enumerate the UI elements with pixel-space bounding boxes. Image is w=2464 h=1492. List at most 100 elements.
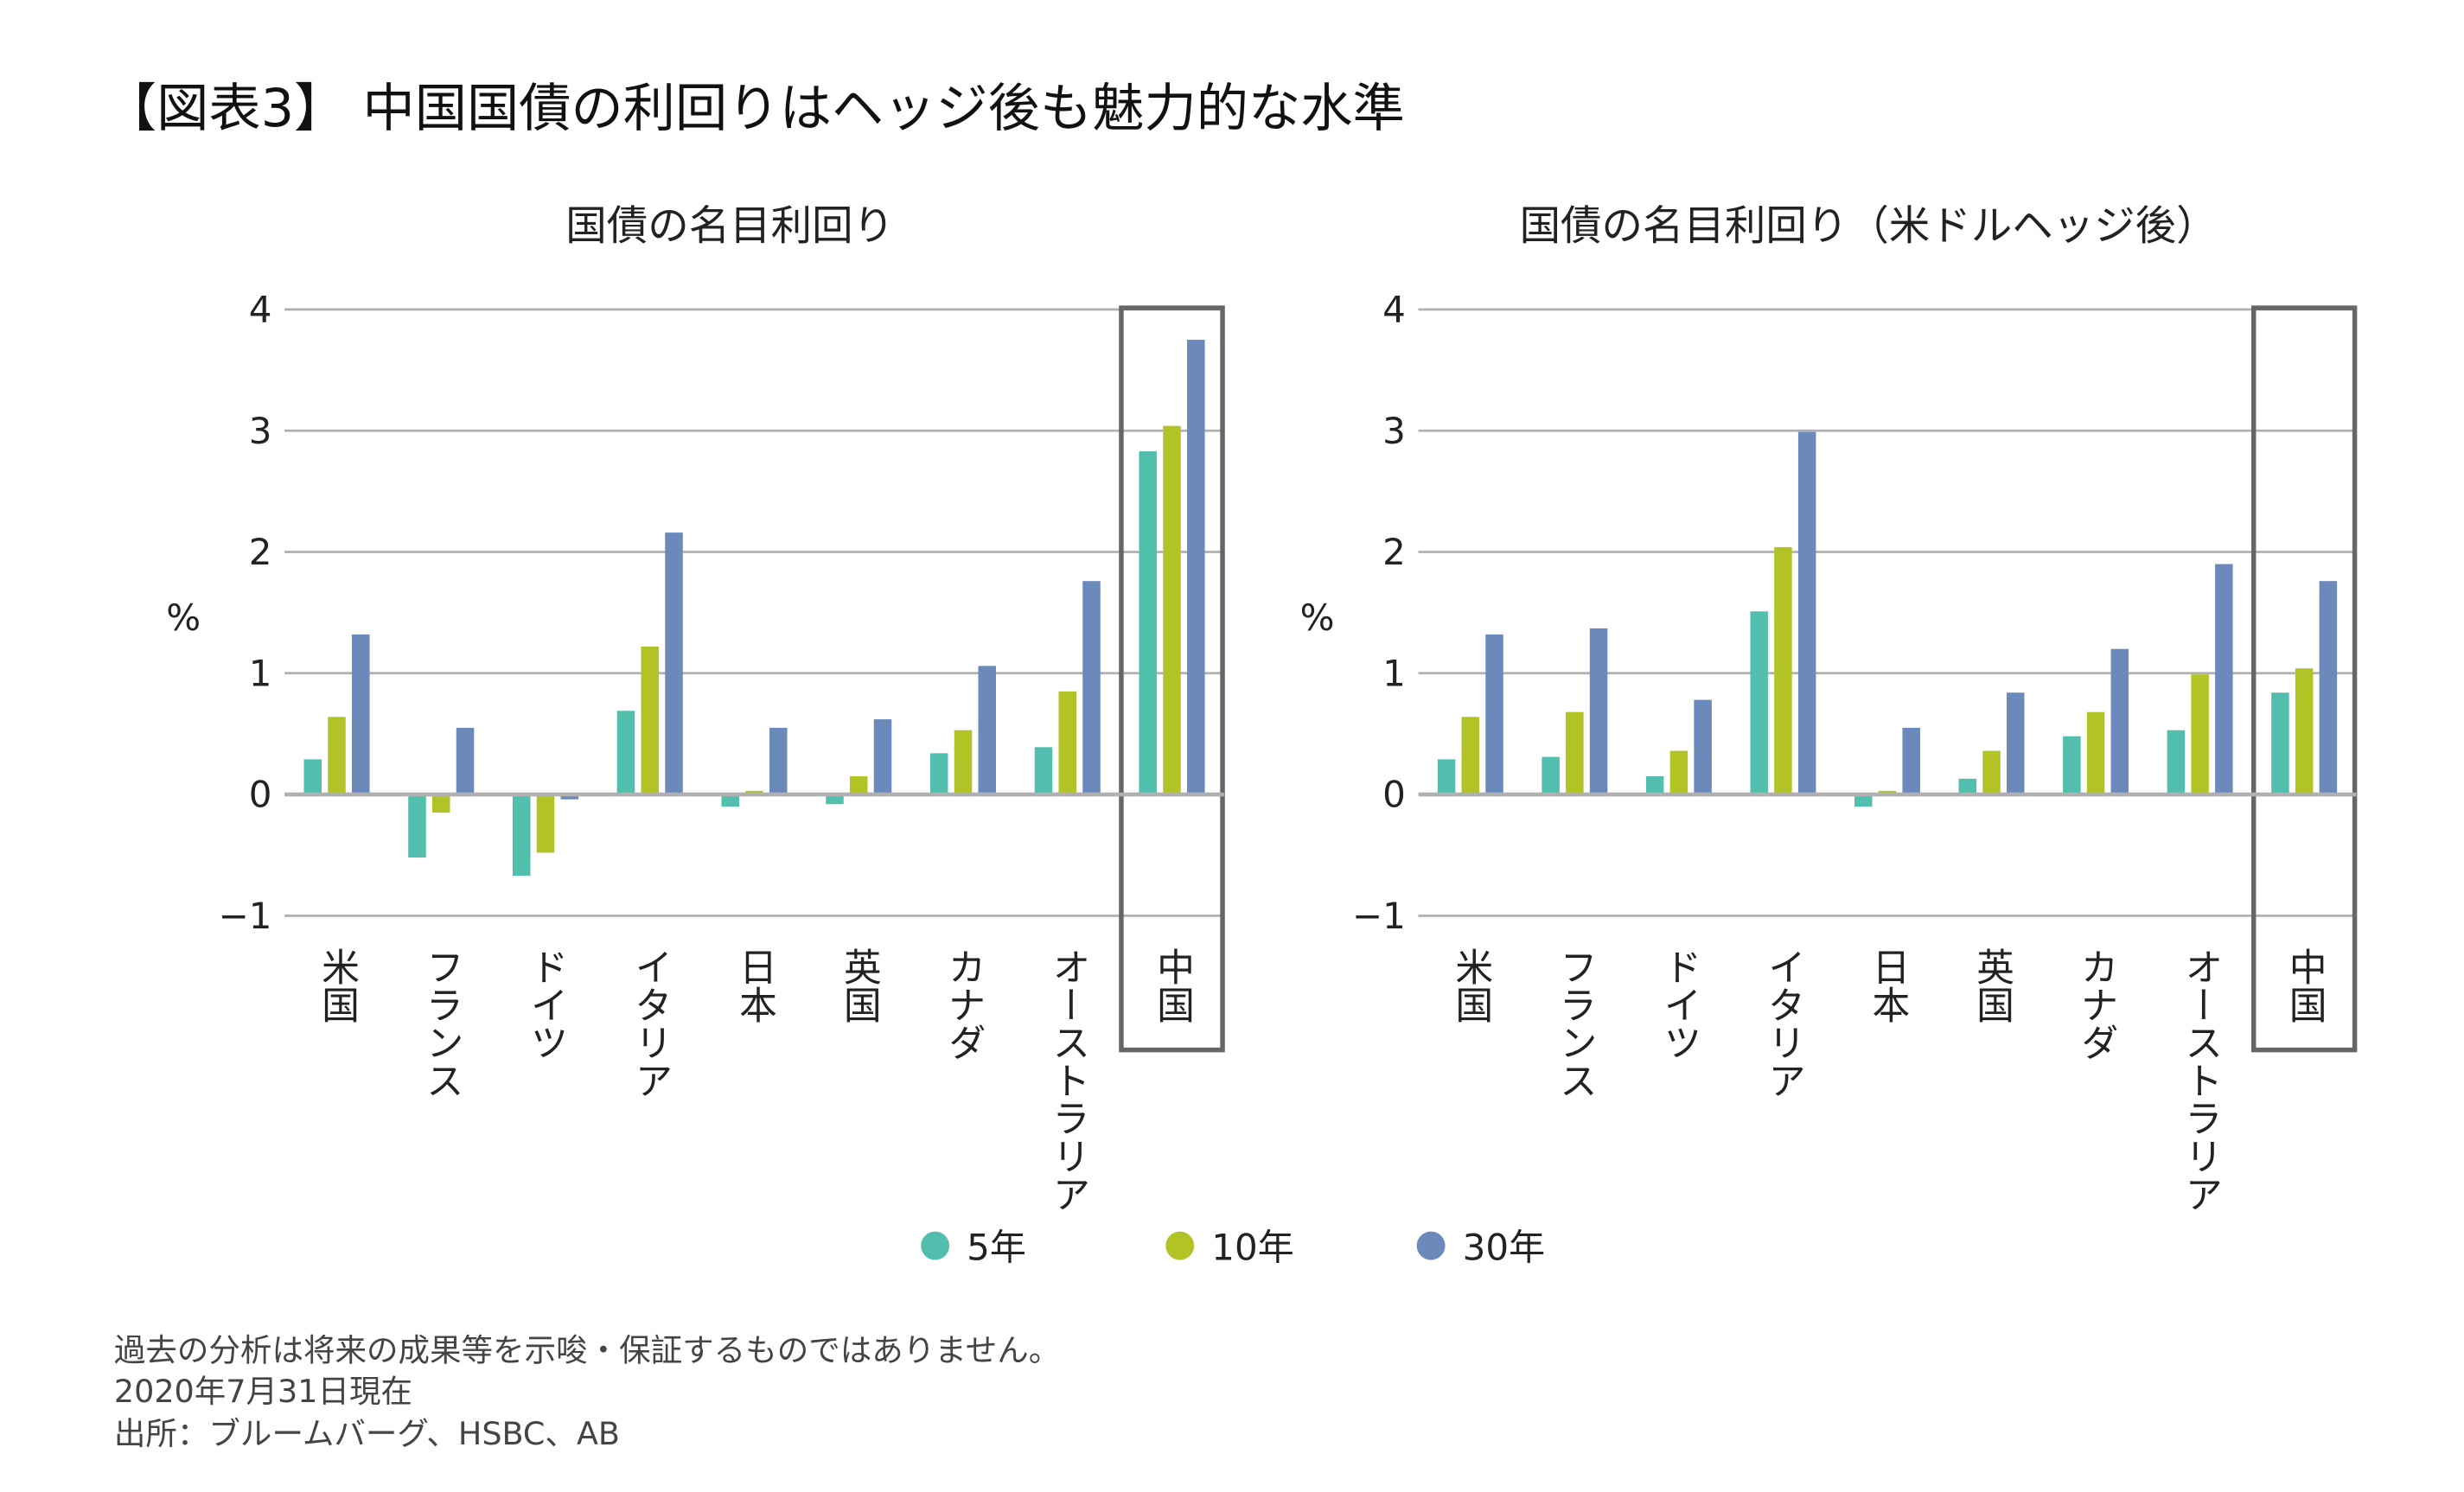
footer-source: 出所：ブルームバーグ、HSBC、AB [114, 1415, 620, 1452]
bar-30年-イタリア [1797, 431, 1816, 795]
legend: 5年 10年 30年 [921, 1227, 1545, 1269]
bar-30年-カナダ [2110, 648, 2129, 795]
highlight-box [1119, 305, 1225, 1053]
chart-title: 国債の名目利回り [565, 203, 894, 251]
y-tick-label: 0 [249, 774, 272, 816]
bar-5年-フランス [1542, 756, 1560, 795]
bar-10年-米国 [328, 717, 346, 795]
bar-30年-フランス [456, 727, 475, 795]
bar-10年-中国 [1163, 425, 1181, 795]
legend-label: 10年 [1211, 1227, 1293, 1269]
x-tick-label: ドイツ [1656, 947, 1701, 1061]
x-tick-label: イタリア [628, 947, 672, 1099]
bar-10年-オーストラリア [2191, 674, 2209, 795]
bar-5年-イタリア [616, 711, 635, 795]
bar-10年-カナダ [2086, 711, 2105, 795]
bar-30年-中国 [2319, 581, 2338, 795]
x-tick-label: 日本 [1865, 947, 1909, 1023]
bar-5年-米国 [1437, 759, 1456, 795]
chart-title: 国債の名目利回り（米ドルヘッジ後） [1520, 203, 2218, 251]
bar-5年-ドイツ [1645, 776, 1664, 795]
y-tick-label: 0 [1382, 774, 1406, 816]
bar-10年-イタリア [1774, 546, 1792, 795]
chart-1: 国債の名目利回り% 4 3 2 1 0 −1 米国 フランス ドイツ イタリア 日本 英国 カナダ オースト… [166, 203, 1225, 1213]
bar-30年-ドイツ [560, 794, 579, 800]
bar-30年-イタリア [665, 532, 683, 795]
x-tick-label: カナダ [941, 947, 985, 1061]
bar-5年-英国 [1958, 778, 1977, 795]
y-tick-label: 3 [249, 410, 272, 452]
bar-10年-オーストラリア [1058, 691, 1077, 795]
bar-5年-イタリア [1750, 611, 1768, 795]
bar-10年-カナダ [954, 730, 973, 795]
bar-5年-フランス [408, 794, 426, 858]
legend-marker [921, 1231, 950, 1260]
y-tick-label: 3 [1382, 410, 1406, 452]
footer-date: 2020年7月31日現在 [114, 1373, 412, 1410]
bar-5年-カナダ [929, 753, 948, 795]
x-tick-label: 米国 [1448, 947, 1492, 1023]
x-tick-label: フランス [419, 947, 463, 1099]
y-axis-label: % [1300, 596, 1335, 639]
bar-10年-イタリア [641, 646, 660, 795]
bar-30年-中国 [1187, 340, 1205, 795]
x-tick-label: 中国 [2282, 947, 2327, 1023]
y-tick-label: 4 [1382, 289, 1406, 331]
y-tick-label: 2 [1382, 531, 1406, 573]
bar-5年-中国 [2271, 692, 2289, 795]
bar-5年-カナダ [2063, 736, 2081, 795]
bar-30年-オーストラリア [2215, 564, 2233, 795]
x-tick-label: イタリア [1761, 947, 1805, 1099]
bar-30年-米国 [1485, 634, 1503, 795]
bar-5年-英国 [826, 794, 844, 805]
y-axis-label: % [166, 596, 201, 639]
bar-30年-日本 [769, 727, 788, 795]
bar-5年-オーストラリア [2167, 730, 2186, 795]
bar-10年-フランス [1566, 711, 1584, 795]
x-tick-label: ドイツ [523, 947, 567, 1061]
legend-marker [1416, 1231, 1446, 1260]
x-tick-label: 中国 [1150, 947, 1194, 1023]
bar-10年-フランス [431, 794, 450, 813]
bar-10年-米国 [1461, 717, 1480, 795]
x-tick-label: オーストラリア [1045, 947, 1089, 1213]
bar-5年-中国 [1139, 451, 1157, 795]
x-tick-label: カナダ [2074, 947, 2118, 1061]
bar-5年-オーストラリア [1034, 747, 1053, 795]
y-tick-label: 2 [249, 531, 272, 573]
bar-30年-ドイツ [1694, 699, 1712, 795]
y-tick-label: −1 [219, 895, 272, 937]
bar-5年-米国 [303, 759, 322, 795]
x-tick-label: オーストラリア [2178, 947, 2222, 1213]
bar-10年-中国 [2295, 668, 2314, 795]
legend-label: 30年 [1463, 1227, 1545, 1269]
legend-marker [1165, 1231, 1195, 1260]
bar-30年-英国 [2007, 692, 2025, 795]
x-tick-label: 英国 [1969, 947, 2014, 1023]
footer-disclaimer: 過去の分析は将来の成果等を示唆・保証するものではありません。 [114, 1331, 1060, 1368]
figure-title: 【図表3】 中国国債の利回りはヘッジ後も魅力的な水準 [105, 79, 1405, 139]
y-tick-label: 4 [249, 289, 272, 331]
bar-30年-オーストラリア [1082, 581, 1101, 795]
y-tick-label: 1 [249, 652, 272, 694]
bar-30年-日本 [1902, 727, 1920, 795]
bar-10年-英国 [849, 776, 868, 795]
bar-5年-日本 [721, 794, 739, 807]
bar-10年-英国 [1982, 750, 2001, 795]
x-tick-label: フランス [1553, 947, 1597, 1099]
y-tick-label: 1 [1382, 652, 1406, 694]
x-tick-label: 米国 [315, 947, 359, 1023]
bar-30年-米国 [352, 634, 370, 795]
bar-30年-英国 [873, 719, 892, 795]
bar-30年-フランス [1589, 628, 1608, 795]
legend-label: 5年 [967, 1227, 1026, 1269]
y-tick-label: −1 [1352, 895, 1406, 937]
bar-10年-ドイツ [1669, 750, 1688, 795]
bar-5年-ドイツ [512, 794, 531, 877]
chart-2: 国債の名目利回り（米ドルヘッジ後）% 4 3 2 1 0 −1 米国 フランス ドイツ イタリア 日本… [1300, 203, 2358, 1213]
bar-30年-カナダ [978, 666, 997, 795]
bar-5年-日本 [1854, 794, 1873, 807]
x-tick-label: 英国 [837, 947, 881, 1023]
highlight-box [2250, 305, 2358, 1053]
